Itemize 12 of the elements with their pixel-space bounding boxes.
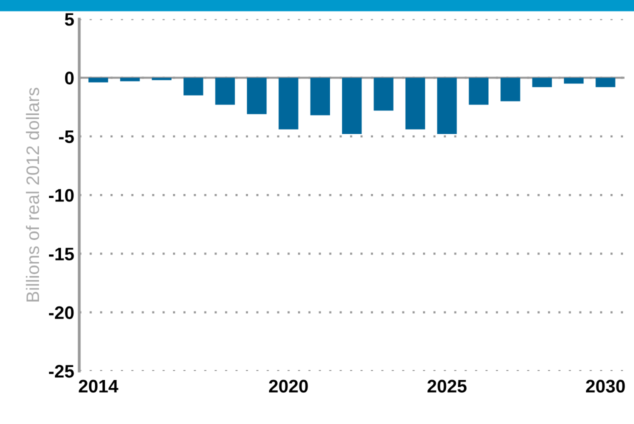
- y-tick-label: -25: [49, 364, 74, 378]
- y-tick-label: -15: [49, 248, 74, 260]
- x-tick-label: 2025: [428, 380, 467, 393]
- y-tick-label: 5: [64, 13, 74, 26]
- y-axis-title: Billions of real 2012 dollars: [26, 88, 40, 302]
- x-tick-label: 2014: [78, 380, 118, 393]
- y-tick-label: 0: [65, 72, 74, 84]
- x-tick-label: 2020: [269, 380, 308, 393]
- x-tick-label: 2030: [586, 380, 625, 393]
- y-tick-label: -5: [59, 130, 74, 144]
- y-tick-label: -10: [49, 188, 74, 202]
- y-tick-label: -20: [49, 306, 74, 320]
